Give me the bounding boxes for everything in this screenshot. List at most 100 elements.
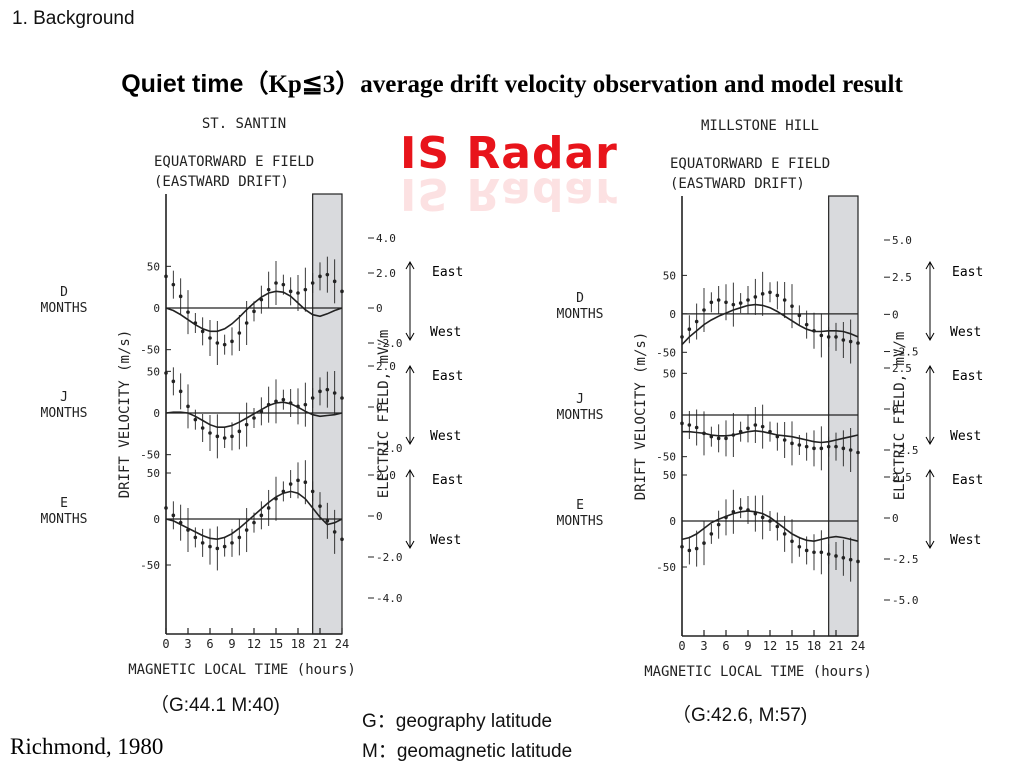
millstone-hill-panel-E-point-16: [797, 544, 802, 549]
st-santin-panel-J-righttick-label-2: -2.0: [376, 442, 403, 455]
millstone-hill-panel-D-point-10: [753, 295, 758, 299]
st-santin-panel-D-point-8: [222, 342, 227, 347]
st-santin-panel-J-lefttick-label-2: -50: [140, 449, 160, 462]
millstone-hill-panel-E-righttick-label-1: 0: [892, 512, 899, 525]
st-santin-panel-D-point-0: [164, 274, 168, 279]
millstone-hill-panel-J-label: J: [576, 392, 584, 407]
millstone-hill-panel-E-point-2: [694, 546, 699, 551]
millstone-hill-panel-J-point-23: [848, 448, 853, 452]
left-west-label-1: West: [430, 429, 461, 444]
millstone-hill-panel-J-point-6: [724, 436, 728, 441]
right-west-label-1: West: [950, 429, 981, 444]
st-santin-panel-D-point-18: [296, 291, 300, 295]
millstone-hill-panel-J-lefttick-label-2: -50: [656, 451, 676, 464]
millstone-hill-panel-E-righttick-label-3: -5.0: [892, 594, 919, 607]
left-west-label-0: West: [430, 325, 461, 340]
millstone-hill-panel-D-point-13: [775, 293, 780, 298]
st-santin-panel-J-point-7: [215, 434, 220, 439]
st-santin-panel-D-point-7: [215, 341, 220, 345]
millstone-hill-panel-J-point-9: [746, 426, 750, 431]
millstone-hill-panel-J-point-10: [753, 423, 758, 427]
millstone-hill-panel-J-point-20: [826, 444, 831, 449]
st-santin-panel-E-sub: MONTHS: [41, 512, 88, 527]
millstone-hill-chart: MILLSTONE HILL EQUATORWARD E FIELD (EASTWA…: [557, 118, 919, 680]
millstone-hill-subtitle-1: EQUATORWARD E FIELD: [670, 156, 830, 172]
millstone-hill-panel-E-point-21: [834, 554, 838, 558]
millstone-hill-panel-D-point-9: [746, 298, 750, 302]
st-santin-panel-E-righttick-label-3: -4.0: [376, 592, 403, 605]
st-santin-x-tick-label-8: 24: [335, 637, 349, 651]
millstone-hill-panel-J-lefttick-label-1: 0: [669, 409, 676, 422]
millstone-hill-panel-E-model-curve: [681, 510, 859, 543]
st-santin-panel-J-point-3: [186, 404, 190, 409]
millstone-hill-panel-J-point-2: [694, 425, 699, 430]
millstone-hill-panel-E-point-17: [804, 548, 809, 553]
millstone-hill-y-axis-title: DRIFT VELOCITY (m/s): [633, 332, 649, 501]
left-coords-caption: （G:44.1 M:40): [150, 695, 280, 716]
millstone-hill-panel-E-point-20: [826, 552, 831, 556]
millstone-hill-x-tick-label-3: 9: [744, 639, 751, 653]
millstone-hill-x-axis-title: MAGNETIC LOCAL TIME (hours): [644, 664, 872, 680]
millstone-hill-panel-J-point-19: [819, 446, 824, 451]
st-santin-panel-D-point-2: [178, 294, 183, 299]
right-west-label-2: West: [950, 533, 981, 548]
millstone-hill-panel-E-lefttick-label-1: 0: [669, 515, 676, 528]
millstone-hill-panel-E-lefttick-label-0: 50: [663, 469, 676, 482]
st-santin-panel-E-point-9: [230, 541, 234, 545]
slide-title-part2: （Kp≦3）average drift velocity observation…: [243, 71, 903, 98]
st-santin-panel-D-point-22: [325, 272, 330, 277]
right-arrow-head-down-2: [925, 540, 935, 550]
millstone-hill-panel-J-point-22: [841, 446, 846, 451]
millstone-hill-panel-D-righttick-label-0: 5.0: [892, 234, 912, 247]
right-arrow-head-up-0: [925, 260, 935, 270]
st-santin-x-tick-label-0: 0: [162, 637, 169, 651]
st-santin-panel-E-point-6: [208, 544, 212, 549]
citation: Richmond, 1980: [10, 734, 164, 759]
left-east-label-1: East: [432, 369, 463, 384]
st-santin-panel-J-point-9: [230, 434, 234, 439]
st-santin-panel-D-point-20: [310, 281, 315, 285]
east-west-arrows-right: East West East West East West: [925, 260, 983, 550]
st-santin-panel-J-label: J: [60, 390, 68, 405]
st-santin-x-tick-label-5: 15: [269, 637, 283, 651]
st-santin-x-tick-label-1: 3: [184, 637, 191, 651]
millstone-hill-panel-D-point-12: [768, 290, 772, 295]
millstone-hill-x-tick-label-7: 21: [829, 639, 843, 653]
left-east-label-0: East: [432, 265, 463, 280]
st-santin-subtitle-1: EQUATORWARD E FIELD: [154, 154, 314, 170]
millstone-hill-panel-D-point-11: [760, 292, 765, 296]
right-arrow-head-up-1: [925, 364, 935, 374]
st-santin-panel-D-point-1: [171, 282, 176, 287]
millstone-hill-panel-J-point-18: [812, 446, 816, 451]
millstone-hill-panel-E-point-8: [738, 506, 743, 510]
millstone-hill-panel-D-point-4: [709, 300, 714, 305]
st-santin-panel-D-label: D: [60, 285, 68, 300]
millstone-hill-panel-E-point-3: [702, 541, 706, 545]
millstone-hill-panel-J-point-21: [834, 444, 838, 449]
st-santin-x-tick-label-4: 12: [247, 637, 261, 651]
st-santin-panel-D-point-21: [318, 274, 322, 279]
st-santin-subtitle-2: (EASTWARD DRIFT): [154, 174, 289, 190]
millstone-hill-panel-D-label: D: [576, 291, 584, 306]
st-santin-panel-J-point-4: [193, 417, 198, 422]
millstone-hill-panel-D-point-24: [856, 341, 860, 345]
slide-title-part1: Quiet time: [121, 70, 244, 98]
st-santin-panel-E-righttick-label-1: 0: [376, 510, 383, 523]
millstone-hill-x-tick-label-4: 12: [763, 639, 777, 653]
millstone-hill-panel-E-point-15: [790, 539, 794, 544]
millstone-hill-panel-E-point-22: [841, 556, 846, 560]
millstone-hill-panel-D-righttick-label-2: 0: [892, 308, 899, 321]
st-santin-panel-D-point-23: [332, 279, 337, 284]
st-santin-x-axis-title: MAGNETIC LOCAL TIME (hours): [128, 662, 356, 678]
millstone-hill-panel-D-point-17: [804, 322, 809, 327]
left-arrow-head-up-2: [405, 468, 415, 478]
millstone-hill-panel-D-point-2: [694, 319, 699, 324]
st-santin-panel-E-point-5: [200, 541, 205, 545]
slide-title: Quiet time（Kp≦3）average drift velocity o…: [0, 64, 1024, 100]
left-west-label-2: West: [430, 533, 461, 548]
millstone-hill-panel-D-righttick-label-1: 2.5: [892, 271, 912, 284]
millstone-hill-x-tick-label-1: 3: [700, 639, 707, 653]
st-santin-panel-E-righttick-label-2: -2.0: [376, 551, 403, 564]
st-santin-panel-E-point-0: [164, 506, 168, 510]
right-arrow-head-up-2: [925, 468, 935, 478]
